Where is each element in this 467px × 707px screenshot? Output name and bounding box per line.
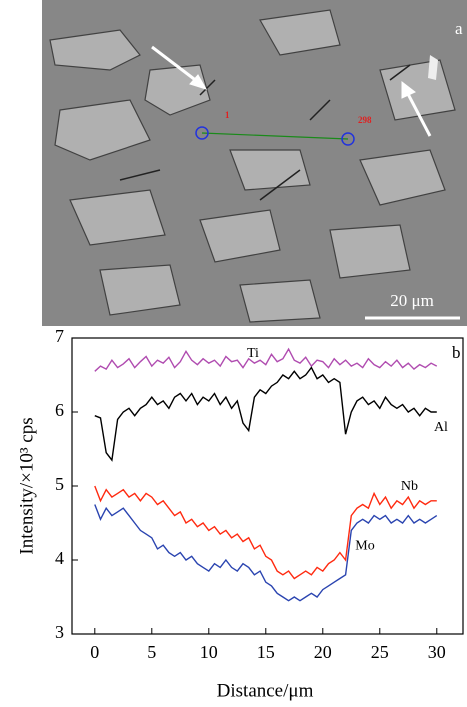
y-axis-label: Intensity/×10³ cps	[16, 417, 37, 554]
x-tick-label: 10	[200, 642, 218, 662]
x-tick-label: 5	[147, 642, 156, 662]
y-tick-label: 6	[55, 400, 64, 420]
figure: 1 298 a 20 μm b Distance/μm Intensity/×1…	[0, 0, 467, 707]
panel-label: b	[452, 343, 461, 362]
series-line	[95, 349, 437, 371]
x-tick-label: 30	[428, 642, 446, 662]
y-tick-label: 7	[55, 326, 64, 346]
series-label: Nb	[401, 479, 418, 494]
x-tick-label: 25	[371, 642, 389, 662]
x-tick-label: 15	[257, 642, 275, 662]
x-tick-label: 20	[314, 642, 332, 662]
scale-bar-label: 20 μm	[390, 291, 434, 310]
series-label: Ti	[247, 346, 259, 361]
series-line	[95, 505, 437, 601]
micrograph: 1 298 a 20 μm	[42, 0, 467, 326]
y-tick-label: 4	[55, 548, 64, 568]
point-label: 298	[358, 115, 372, 125]
series-line	[95, 368, 437, 461]
panel-label: a	[455, 19, 463, 38]
series-label: Mo	[355, 539, 374, 554]
point-label: 1	[225, 110, 230, 120]
x-axis-label: Distance/μm	[217, 680, 314, 701]
series-label: Al	[434, 420, 448, 435]
x-tick-label: 0	[90, 642, 99, 662]
series-line	[95, 486, 437, 579]
y-tick-label: 3	[55, 622, 64, 642]
y-tick-label: 5	[55, 474, 64, 494]
